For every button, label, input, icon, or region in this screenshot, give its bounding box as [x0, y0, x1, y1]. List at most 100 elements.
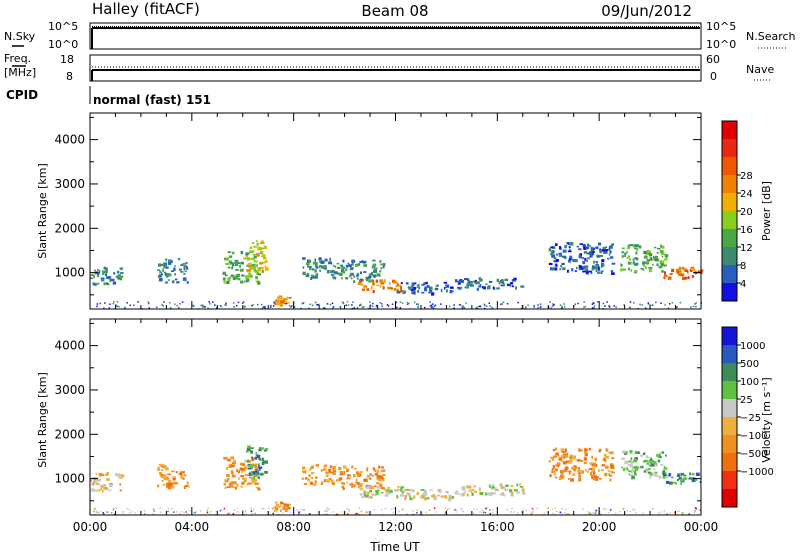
echo-cell	[500, 284, 503, 287]
echo-cell	[569, 255, 573, 260]
echo-cell	[572, 456, 576, 460]
ground-scatter-cell	[550, 307, 553, 310]
ground-scatter-cell	[194, 511, 196, 514]
echo-cell	[400, 282, 403, 285]
ground-scatter-cell	[463, 307, 466, 309]
ground-scatter-cell	[200, 304, 202, 307]
echo-cell	[102, 271, 105, 275]
echo-cell	[593, 477, 596, 481]
echo-cell	[358, 483, 362, 485]
ground-scatter-cell	[551, 305, 554, 307]
echo-cell	[433, 496, 437, 500]
echo-cell	[667, 482, 669, 484]
cpid-mode: normal (fast) 151	[93, 93, 211, 107]
echo-cell	[396, 488, 399, 492]
echo-cell	[256, 253, 260, 257]
ground-scatter-cell	[215, 307, 218, 309]
ground-scatter-cell	[592, 302, 595, 304]
echo-cell	[471, 284, 474, 287]
power-echoes	[90, 240, 704, 310]
ground-scatter-cell	[598, 512, 601, 515]
station-title: Halley (fitACF)	[92, 0, 200, 18]
echo-cell	[240, 485, 244, 488]
echo-cell	[183, 474, 187, 477]
echo-cell	[632, 261, 635, 263]
echo-cell	[310, 274, 314, 277]
echo-cell	[640, 267, 644, 270]
ground-scatter-cell	[623, 304, 625, 306]
echo-cell	[610, 272, 615, 275]
echo-cell	[638, 245, 642, 249]
echo-cell	[408, 488, 412, 491]
echo-cell	[590, 271, 593, 275]
echo-cell	[326, 271, 329, 274]
echo-cell	[282, 297, 285, 301]
echo-cell	[254, 482, 258, 485]
echo-cell	[264, 260, 268, 264]
echo-cell	[368, 485, 371, 489]
echo-cell	[609, 256, 614, 259]
echo-cell	[235, 261, 239, 265]
ground-scatter-cell	[522, 509, 524, 511]
ground-scatter-cell	[260, 303, 263, 306]
echo-cell	[395, 284, 399, 288]
echo-cell	[581, 257, 585, 260]
echo-cell	[257, 476, 260, 480]
ground-scatter-cell	[461, 306, 463, 309]
echo-cell	[604, 472, 608, 476]
echo-cell	[510, 282, 514, 285]
echo-cell	[248, 262, 251, 267]
ground-scatter-cell	[455, 509, 458, 511]
echo-cell	[598, 477, 602, 480]
echo-cell	[95, 482, 100, 486]
ground-scatter-cell	[235, 304, 238, 307]
echo-cell	[406, 492, 409, 495]
echo-cell	[314, 269, 317, 273]
echo-cell	[645, 266, 647, 269]
ground-scatter-cell	[491, 306, 493, 309]
ground-scatter-cell	[583, 306, 585, 308]
echo-cell	[634, 263, 638, 266]
ground-scatter-cell	[589, 512, 592, 515]
ground-scatter-cell	[96, 510, 98, 513]
echo-cell	[643, 470, 646, 473]
nsearch-tick-bottom: 10^0	[706, 38, 736, 51]
echo-cell	[223, 482, 226, 486]
echo-cell	[634, 471, 636, 474]
colorbar-segment	[722, 471, 737, 490]
echo-cell	[605, 455, 610, 459]
ground-scatter-cell	[167, 510, 169, 513]
ground-scatter-cell	[455, 511, 457, 513]
y-tick-label: 4000	[54, 339, 85, 353]
echo-cell	[253, 245, 257, 248]
colorbar-tick-label: 25	[740, 395, 753, 406]
ground-scatter-cell	[371, 305, 374, 308]
ground-scatter-cell	[352, 301, 354, 303]
echo-cell	[695, 472, 700, 476]
echo-cell	[302, 257, 306, 260]
ground-scatter-cell	[398, 510, 400, 513]
y-tick-label: 4000	[54, 133, 85, 147]
echo-cell	[553, 267, 558, 271]
nave-label: Nave	[746, 63, 774, 76]
echo-cell	[182, 477, 185, 480]
ground-scatter-cell	[667, 307, 670, 309]
echo-cell	[98, 269, 101, 273]
echo-cell	[278, 303, 281, 306]
ground-scatter-cell	[430, 304, 433, 307]
echo-cell	[400, 288, 402, 291]
echo-cell	[595, 269, 598, 273]
echo-cell	[585, 468, 587, 472]
echo-cell	[592, 471, 596, 476]
echo-cell	[160, 273, 164, 276]
echo-cell	[359, 280, 362, 282]
echo-cell	[382, 476, 385, 481]
echo-cell	[608, 451, 612, 454]
ground-scatter-cell	[661, 511, 663, 513]
ground-scatter-cell	[647, 303, 650, 305]
echo-cell	[411, 489, 415, 492]
ground-scatter-cell	[347, 304, 350, 306]
echo-cell	[560, 448, 563, 452]
echo-cell	[356, 473, 359, 477]
echo-cell	[286, 302, 290, 304]
